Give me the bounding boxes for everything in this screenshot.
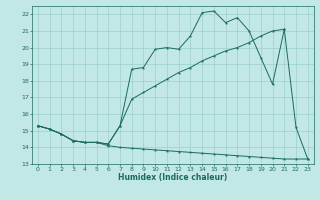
X-axis label: Humidex (Indice chaleur): Humidex (Indice chaleur) bbox=[118, 173, 228, 182]
